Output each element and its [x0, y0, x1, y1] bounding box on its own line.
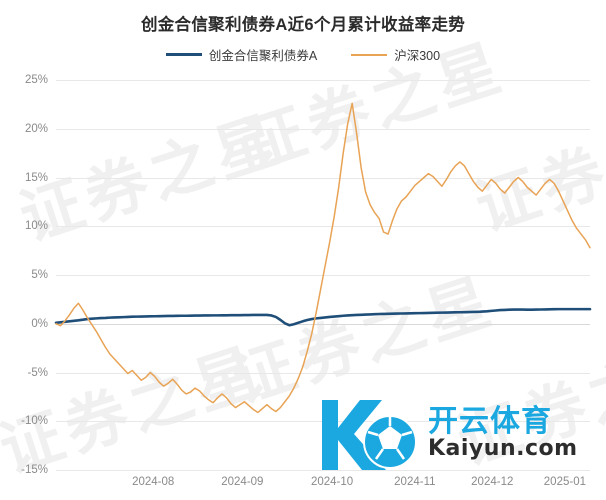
y-axis-tick-label: -15%	[21, 464, 48, 476]
gridline-y-10%	[56, 226, 590, 228]
series-line-benchmark	[55, 102, 591, 414]
chart-legend: 创金合信聚利债券A 沪深300	[0, 45, 606, 64]
x-axis-tick-label: 2025-01	[543, 476, 586, 488]
gridline-y--15%	[56, 470, 590, 471]
y-axis-tick-label: 15%	[24, 171, 48, 184]
y-axis-tick-label: -5%	[27, 366, 48, 379]
y-axis-tick-label: 0%	[31, 317, 48, 330]
legend-item-fund[interactable]: 创金合信聚利债券A	[165, 45, 318, 64]
y-axis-tick-label: 10%	[24, 220, 48, 233]
gridline-y-20%	[56, 128, 590, 130]
x-axis-tick-label: 2024-09	[221, 476, 264, 488]
gridline-y-15%	[56, 177, 590, 179]
plot-area: 25% 20% 15% 10% 5% 0% -5% -10% -15% 2024-08 2024-0…	[21, 74, 592, 488]
y-axis-tick-label: 25%	[24, 74, 48, 86]
gridline-y-0%	[56, 323, 590, 325]
x-axis-tick-label: 2024-08	[132, 476, 175, 488]
legend-item-benchmark[interactable]: 沪深300	[351, 45, 440, 64]
series-line-fund	[54, 307, 592, 327]
x-axis-tick-label: 2024-11	[394, 476, 436, 488]
series-canvas	[54, 102, 592, 414]
y-axis-tick-label: 5%	[31, 269, 48, 281]
y-axis-tick-label: 20%	[24, 122, 48, 135]
legend-label-benchmark: 沪深300	[394, 49, 441, 63]
legend-swatch-fund	[165, 53, 202, 56]
chart-title: 创金合信聚利债券A近6个月累计收益率走势	[140, 16, 466, 34]
y-axis-tick-label: -10%	[21, 415, 48, 428]
legend-label-fund: 创金合信聚利债券A	[208, 49, 318, 63]
x-axis-tick-label: 2024-12	[471, 476, 514, 488]
x-axis-tick-label: 2024-10	[310, 476, 354, 488]
gridline-y-25%	[56, 80, 590, 81]
legend-swatch-benchmark	[351, 53, 388, 56]
gridline-y--5%	[56, 372, 590, 374]
